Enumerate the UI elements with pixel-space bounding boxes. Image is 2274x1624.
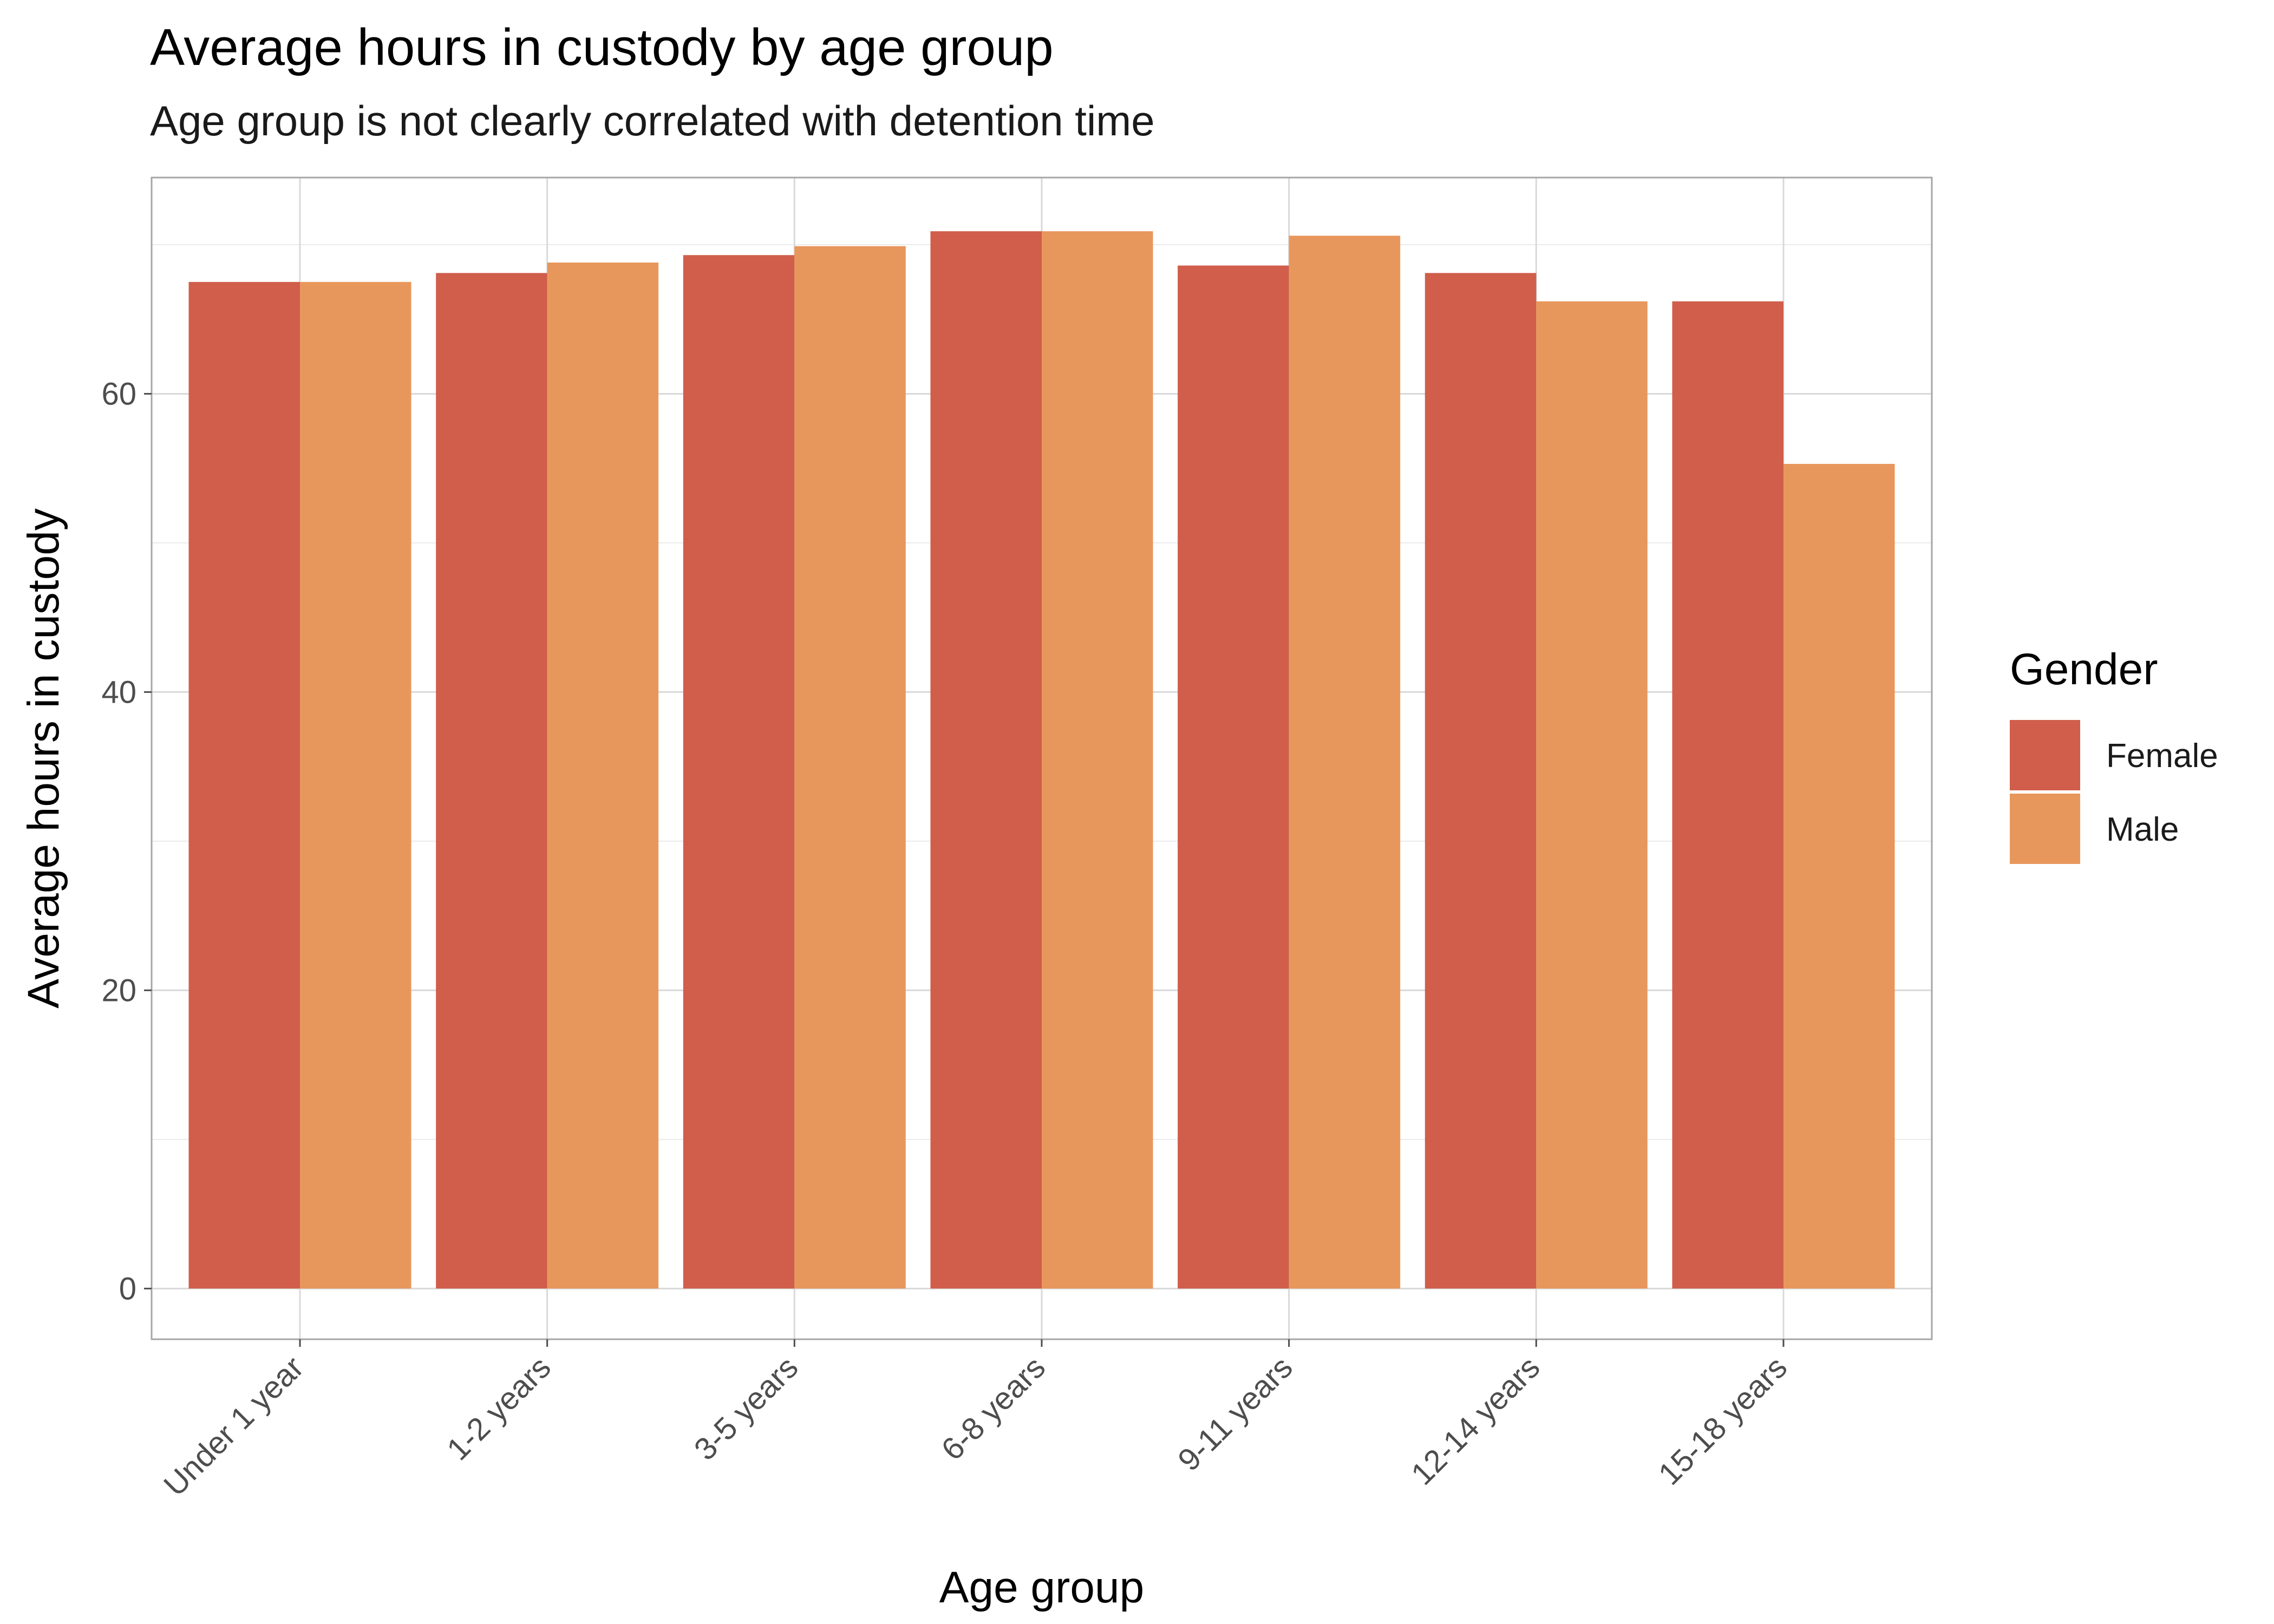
legend-label: Female: [2106, 737, 2218, 775]
x-tick-label: 12-14 years: [1404, 1350, 1547, 1492]
bar-female: [188, 281, 300, 1289]
y-axis: 0 20 40 60: [101, 376, 152, 1306]
bar-female: [1672, 301, 1783, 1289]
bar-female: [1424, 273, 1537, 1289]
bar-female: [930, 231, 1042, 1289]
x-tick-label: Under 1 year: [157, 1350, 310, 1503]
bar-male: [1783, 463, 1895, 1289]
bar-male: [547, 263, 659, 1289]
y-axis-title: Average hours in custody: [19, 508, 68, 1009]
chart-title: Average hours in custody by age group: [150, 18, 1054, 76]
x-axis: Under 1 year 1-2 years 3-5 years 6-8 years 9…: [157, 1339, 1794, 1503]
bar-male: [1042, 231, 1153, 1289]
bar-female: [436, 273, 547, 1289]
legend-key-female: [2010, 720, 2080, 790]
x-tick-label: 3-5 years: [688, 1350, 805, 1467]
x-tick-label: 9-11 years: [1171, 1350, 1299, 1478]
bar-male: [300, 281, 411, 1289]
legend: Gender Female Male: [2010, 645, 2218, 864]
y-tick-label: 20: [101, 973, 136, 1008]
bar-male: [1289, 235, 1401, 1289]
legend-title: Gender: [2010, 645, 2158, 694]
bars: [188, 231, 1895, 1289]
bar-male: [1536, 301, 1648, 1289]
x-tick-label: 1-2 years: [440, 1350, 558, 1467]
x-tick-label: 6-8 years: [935, 1350, 1052, 1467]
y-tick-label: 40: [101, 675, 136, 710]
legend-key-male: [2010, 794, 2080, 864]
x-axis-title: Age group: [939, 1563, 1144, 1612]
chart-subtitle: Age group is not clearly correlated with…: [150, 97, 1155, 145]
bar-female: [1178, 265, 1289, 1289]
x-tick-label: 15-18 years: [1652, 1350, 1794, 1492]
y-tick-label: 0: [119, 1271, 136, 1306]
bar-male: [794, 246, 906, 1289]
y-tick-label: 60: [101, 376, 136, 411]
bar-female: [683, 255, 795, 1289]
legend-label: Male: [2106, 811, 2179, 848]
